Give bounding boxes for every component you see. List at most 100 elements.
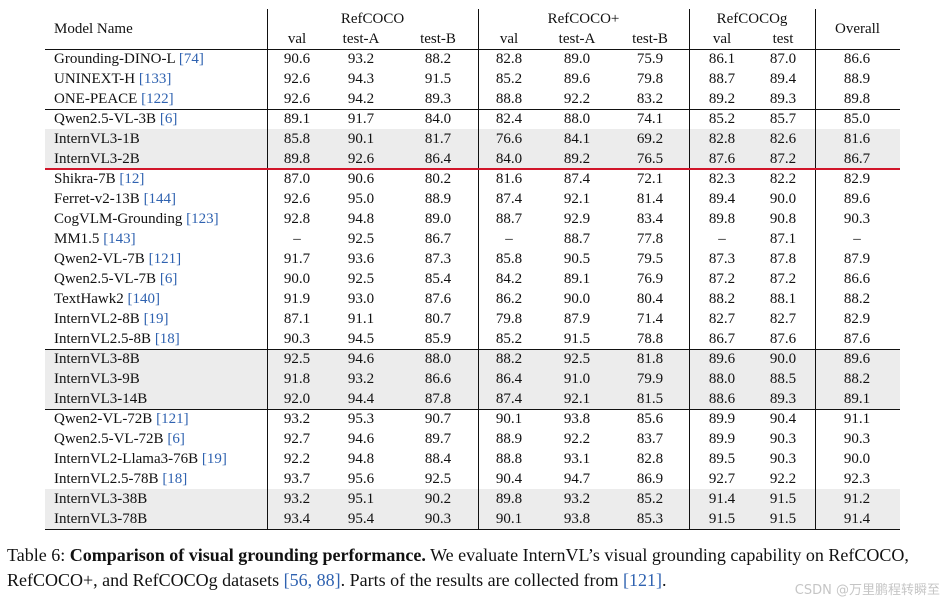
score-cell: 93.2 [347,51,375,67]
model-name: UNINEXT-H [54,71,136,87]
citation-link[interactable]: [6] [159,271,178,287]
score-cell: 88.8 [495,91,523,107]
score-cell: 90.6 [283,51,311,67]
score-cell: 94.2 [347,91,375,107]
column-divider [815,9,816,529]
score-cell: 94.8 [347,211,375,227]
header-sub-3: val [499,31,519,47]
citation-link[interactable]: [143] [103,231,136,247]
citation-link[interactable]: [12] [119,171,145,187]
score-cell: 89.8 [283,151,311,167]
table-row: Ferret-v2-13B [144] 92.6 95.0 88.9 87.4 92.1 8… [45,189,900,209]
score-cell: 90.3 [769,431,797,447]
score-cell: 76.6 [495,131,523,147]
score-cell: 86.9 [636,471,664,487]
citation-link[interactable]: [133] [138,71,172,87]
score-cell: 89.8 [843,91,871,107]
citation-link[interactable]: [123] [186,211,219,227]
score-cell: 89.1 [283,111,311,127]
score-cell: 79.8 [495,311,523,327]
model-name-cell: UNINEXT-H [133] [54,69,171,89]
table-row: Qwen2-VL-72B [121] 93.2 95.3 90.7 90.1 93.8 85… [45,409,900,429]
score-cell: 88.2 [843,371,871,387]
table-row: Grounding-DINO-L [74] 90.6 93.2 88.2 82.8 89.… [45,49,900,69]
table-row: InternVL2-Llama3-76B [19] 92.2 94.8 88.4 88.… [45,449,900,469]
score-cell: 89.2 [708,91,736,107]
model-name-cell: Ferret-v2-13B [144] [54,189,176,209]
citation-link[interactable]: [18] [162,471,188,487]
score-cell: 86.7 [424,231,452,247]
score-cell: 82.9 [843,311,871,327]
score-cell: 85.8 [283,131,311,147]
score-cell: 94.8 [347,451,375,467]
citation-link[interactable]: [121] [156,411,189,427]
score-cell: 83.2 [636,91,664,107]
header-sub-1: test-A [342,31,380,47]
citation-link[interactable]: [19] [143,311,169,327]
score-cell: 92.5 [347,271,375,287]
table-row: UNINEXT-H [133] 92.6 94.3 91.5 85.2 89.6 79.8 8… [45,69,900,89]
model-name: Qwen2.5-VL-3B [54,111,157,127]
model-name: InternVL2-8B [54,311,140,327]
citation-link[interactable]: [140] [127,291,161,307]
citation-link[interactable]: [19] [201,451,227,467]
score-cell: 86.6 [424,371,452,387]
caption-cite-2[interactable]: [121] [623,570,663,590]
score-cell: 81.8 [636,351,664,367]
model-name: MM1.5 [54,231,100,247]
score-cell: 91.5 [769,511,797,527]
score-cell: 85.2 [495,71,523,87]
caption-bold: Comparison of visual grounding performan… [69,545,426,565]
score-cell: 81.6 [843,131,871,147]
citation-link[interactable]: [18] [154,331,180,347]
score-cell: 88.7 [563,231,591,247]
score-cell: 80.4 [636,291,664,307]
score-cell: 75.9 [636,51,664,67]
score-cell: 69.2 [636,131,664,147]
citation-link[interactable]: [74] [178,51,204,67]
model-name: Qwen2-VL-7B [54,251,145,267]
citation-link[interactable]: [122] [141,91,174,107]
score-cell: 81.6 [495,171,523,187]
score-cell: 93.8 [563,411,591,427]
model-name-cell: InternVL2.5-8B [18] [54,329,180,349]
score-cell: 92.5 [347,231,375,247]
score-cell: 87.0 [769,51,797,67]
score-cell: 87.1 [283,311,311,327]
score-cell: 89.1 [843,391,871,407]
score-cell: 83.7 [636,431,664,447]
citation-link[interactable]: [6] [159,111,178,127]
table-row: Qwen2-VL-7B [121] 91.7 93.6 87.3 85.8 90.5 79.… [45,249,900,269]
score-cell: 90.1 [495,411,523,427]
citation-link[interactable]: [121] [148,251,182,267]
score-cell: 86.7 [708,331,736,347]
citation-link[interactable]: [6] [167,431,185,447]
model-name-cell: CogVLM-Grounding [123] [54,209,219,229]
score-cell: 81.7 [424,131,452,147]
score-cell: 84.2 [495,271,523,287]
score-cell: – [853,231,861,247]
score-cell: 94.3 [347,71,375,87]
score-cell: 95.0 [347,191,375,207]
model-name: InternVL3-8B [54,351,140,367]
score-cell: 85.7 [769,111,797,127]
citation-link[interactable]: [144] [143,191,177,207]
score-cell: 93.2 [283,411,311,427]
score-cell: 86.6 [843,51,871,67]
score-cell: 88.7 [495,211,523,227]
score-cell: 90.3 [843,211,871,227]
table-row: InternVL2.5-78B [18] 93.7 95.6 92.5 90.4 94.7… [45,469,900,489]
score-cell: 79.5 [636,251,664,267]
score-cell: 90.3 [424,511,452,527]
model-name-cell: InternVL2-8B [19] [54,309,169,329]
table-row: InternVL3-14B 92.0 94.4 87.8 87.4 92.1 81.5 88.… [45,389,900,409]
table-row: ONE-PEACE [122] 92.6 94.2 89.3 88.8 92.2 83.2 8… [45,89,900,109]
model-name: Qwen2.5-VL-72B [54,431,164,447]
model-name: Qwen2-VL-72B [54,411,153,427]
score-cell: 92.1 [563,191,591,207]
table-row: TextHawk2 [140] 91.9 93.0 87.6 86.2 90.0 80.4 8… [45,289,900,309]
caption-cite-1[interactable]: [56, 88] [283,570,341,590]
score-cell: 93.7 [283,471,311,487]
score-cell: 82.4 [495,111,523,127]
score-cell: 87.1 [769,231,797,247]
